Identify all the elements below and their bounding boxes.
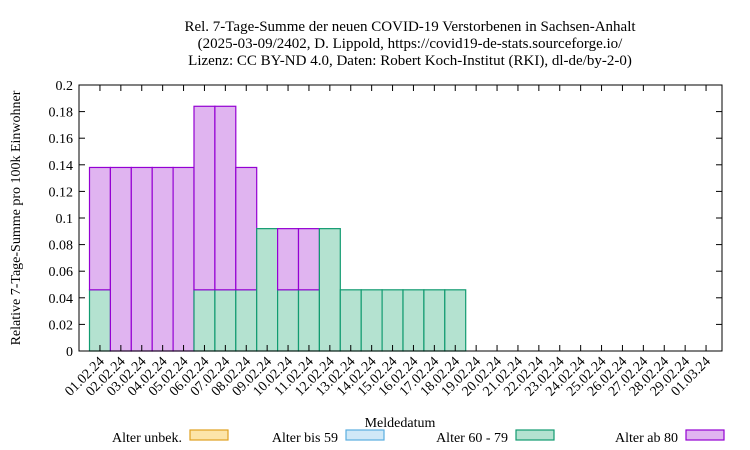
bar-04.02.24-series-3 <box>151 166 174 352</box>
legend: Alter unbek. Alter bis 59 Alter 60 - 79 Alt… <box>112 429 725 446</box>
bar-16.02.24-series-2 <box>402 289 425 352</box>
y-axis-label: Relative 7-Tage-Summe pro 100k Einwohner <box>9 90 24 345</box>
bar-09.02.24-series-2 <box>256 228 279 352</box>
y-tick-label: 0.08 <box>49 239 74 254</box>
bar-10.02.24-series-2 <box>277 289 300 352</box>
bar-11.02.24-series-2 <box>297 289 320 352</box>
bar-18.02.24-series-2 <box>444 289 467 352</box>
bar-10.02.24-series-3 <box>277 228 300 291</box>
bars-layer <box>88 105 467 352</box>
bar-03.02.24-series-3 <box>130 166 153 352</box>
bar-05.02.24-series-3 <box>172 166 195 352</box>
bar-01.02.24-series-3 <box>88 166 111 291</box>
legend-label-1: Alter bis 59 <box>272 431 338 446</box>
y-tick-label: 0.2 <box>56 79 74 94</box>
y-tick-label: 0.14 <box>49 159 74 174</box>
legend-label-2: Alter 60 - 79 <box>436 431 508 446</box>
plot-frame <box>78 84 723 352</box>
x-axis-label: Meldedatum <box>365 416 436 431</box>
y-tick-label: 0.04 <box>49 292 74 307</box>
bar-07.02.24-series-2 <box>214 289 237 352</box>
chart-title-line-2: (2025-03-09/2402, D. Lippold, https://co… <box>198 36 623 52</box>
legend-swatch-0 <box>189 429 229 441</box>
y-tick-label: 0.12 <box>49 185 74 200</box>
y-tick-label: 0.1 <box>56 212 74 227</box>
y-tick-label: 0.02 <box>49 318 74 333</box>
legend-swatch-2 <box>515 429 555 441</box>
bar-14.02.24-series-2 <box>360 289 383 352</box>
bar-06.02.24-series-3 <box>193 105 216 291</box>
legend-swatch-3 <box>685 429 725 441</box>
y-tick-label: 0 <box>66 345 73 360</box>
bar-15.02.24-series-2 <box>381 289 404 352</box>
y-tick-label: 0.06 <box>49 265 74 280</box>
bar-12.02.24-series-2 <box>318 228 341 352</box>
bar-13.02.24-series-2 <box>339 289 362 352</box>
bar-02.02.24-series-3 <box>109 166 132 352</box>
bar-01.02.24-series-2 <box>88 289 111 352</box>
bar-08.02.24-series-3 <box>235 166 258 291</box>
legend-label-0: Alter unbek. <box>112 431 182 446</box>
chart-title-line-1: Rel. 7-Tage-Summe der neuen COVID-19 Ver… <box>184 19 636 35</box>
bar-17.02.24-series-2 <box>423 289 446 352</box>
bar-07.02.24-series-3 <box>214 105 237 291</box>
legend-swatch-1 <box>345 429 385 441</box>
bar-11.02.24-series-3 <box>297 228 320 291</box>
bar-08.02.24-series-2 <box>235 289 258 352</box>
y-axis: 0 0.02 0.04 0.06 0.08 0.1 0.12 0.14 0.16 0.18 0.2 <box>49 79 722 360</box>
y-tick-label: 0.16 <box>49 132 74 147</box>
legend-label-3: Alter ab 80 <box>615 431 678 446</box>
chart-title-line-3: Lizenz: CC BY-ND 4.0, Daten: Robert Koch… <box>188 53 632 69</box>
bar-06.02.24-series-2 <box>193 289 216 352</box>
y-tick-label: 0.18 <box>49 106 74 121</box>
